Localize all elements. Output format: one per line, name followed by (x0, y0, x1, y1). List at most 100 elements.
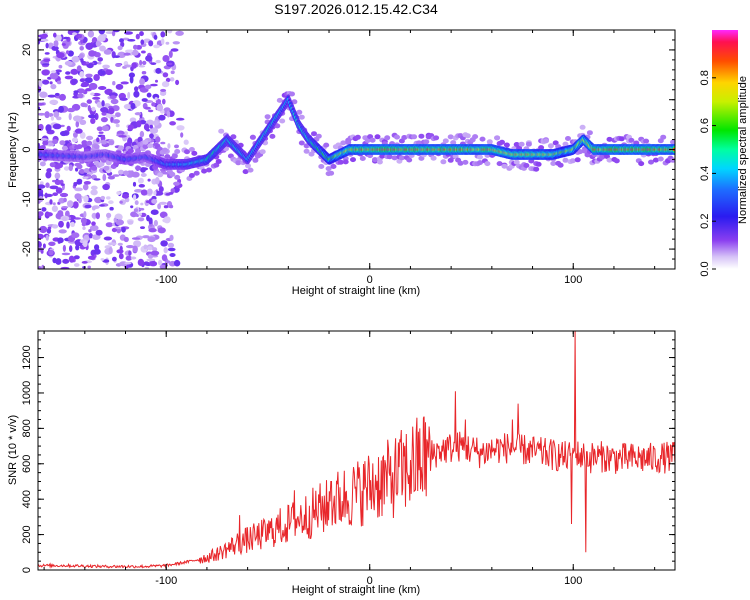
halo-blob (565, 136, 571, 141)
halo-blob (394, 134, 400, 140)
noise-blob (60, 266, 70, 269)
halo-blob (447, 134, 454, 140)
snr-y-ticks: 0 200 400 600 800 1000 1200 (21, 339, 675, 573)
halo-blob (230, 134, 237, 140)
noise-blob (122, 37, 130, 41)
noise-blob (42, 63, 50, 66)
halo-blob (162, 147, 168, 153)
noise-blob (72, 201, 79, 209)
noise-blob (163, 216, 171, 224)
halo-blob (547, 143, 554, 149)
noise-blob (127, 39, 136, 42)
noise-blob (49, 99, 59, 105)
noise-blob (105, 222, 113, 228)
noise-blob (123, 236, 129, 243)
noise-blob (112, 256, 117, 262)
noise-blob (151, 102, 156, 107)
colorbar-tick-label: 0.0 (699, 261, 711, 276)
halo-blob (384, 135, 391, 141)
halo-blob (342, 159, 349, 165)
halo-blob (298, 114, 305, 120)
noise-blob (112, 174, 120, 177)
noise-blob (42, 243, 46, 249)
noise-blob (123, 103, 132, 110)
noise-blob (73, 182, 78, 187)
noise-blob (41, 69, 50, 76)
noise-blob (147, 109, 154, 113)
noise-blob (91, 45, 97, 48)
halo-blob (369, 137, 376, 143)
halo-blob (442, 138, 449, 144)
noise-blob (165, 77, 171, 83)
noise-blob (147, 236, 156, 243)
halo-blob (386, 154, 393, 160)
noise-blob (63, 36, 69, 40)
noise-blob (154, 177, 160, 185)
halo-blob (340, 140, 347, 146)
halo-blob (169, 171, 176, 177)
halo-blob (303, 148, 310, 154)
noise-blob (143, 38, 151, 43)
noise-blob (118, 253, 124, 260)
noise-blob (58, 64, 63, 69)
halo-blob (193, 170, 200, 176)
noise-blob (70, 68, 79, 75)
noise-blob (125, 49, 133, 53)
y-tick-label: 0 (21, 567, 33, 573)
noise-blob (175, 30, 184, 36)
noise-blob (56, 52, 65, 59)
halo-blob (643, 138, 650, 144)
noise-blob (53, 111, 60, 118)
noise-blob (101, 125, 109, 132)
noise-blob (71, 78, 78, 85)
halo-blob (533, 166, 540, 172)
noise-blob (173, 181, 180, 186)
noise-blob (87, 30, 95, 38)
noise-blob (117, 242, 123, 246)
noise-blob (53, 40, 59, 47)
noise-blob (140, 189, 148, 196)
noise-blob (70, 221, 75, 228)
noise-blob (54, 92, 60, 96)
noise-blob (157, 227, 166, 234)
noise-blob (172, 41, 180, 45)
noise-blob (123, 64, 132, 68)
halo-blob (108, 140, 115, 146)
noise-blob (152, 247, 158, 252)
noise-blob (39, 91, 48, 98)
noise-blob (131, 237, 141, 240)
halo-blob (657, 156, 664, 162)
noise-blob (80, 58, 84, 63)
halo-blob (235, 160, 242, 166)
halo-blob (215, 159, 222, 164)
noise-blob (147, 188, 153, 195)
halo-blob (462, 159, 469, 165)
noise-blob (64, 60, 73, 66)
y-tick-label: 0 (21, 146, 33, 152)
noise-blob (101, 111, 107, 116)
halo-blob (569, 158, 576, 164)
noise-blob (131, 62, 137, 69)
halo-blob (450, 140, 457, 146)
spectrogram-heatmap (38, 30, 675, 269)
noise-blob (71, 137, 79, 143)
noise-blob (61, 216, 67, 222)
halo-blob (252, 157, 259, 163)
noise-blob (63, 166, 70, 171)
halo-blob (206, 167, 212, 173)
noise-blob (112, 30, 120, 33)
noise-blob (82, 176, 89, 179)
noise-blob (90, 189, 98, 196)
noise-blob (74, 187, 83, 192)
halo-blob (398, 155, 405, 161)
noise-blob (93, 178, 101, 181)
noise-blob (55, 258, 62, 265)
noise-blob (175, 79, 180, 86)
noise-blob (113, 55, 120, 58)
noise-blob (116, 249, 124, 254)
noise-blob (153, 34, 158, 40)
noise-blob (86, 135, 94, 141)
noise-blob (141, 71, 147, 75)
noise-blob (91, 212, 98, 219)
